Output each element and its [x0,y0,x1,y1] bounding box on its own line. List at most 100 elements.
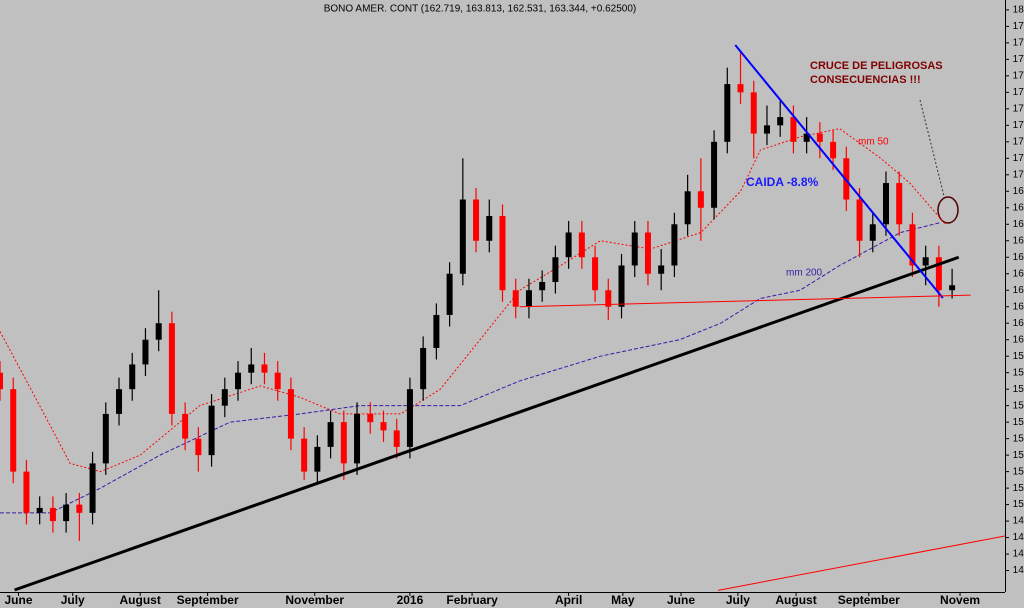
x-tick-label: April [555,593,582,607]
y-tick-label: 176 [1013,70,1024,81]
candle-body [949,285,956,291]
y-tick-label: 147 [1013,549,1024,560]
candle-body [658,265,665,274]
y-tick-label: 167 [1013,219,1024,230]
candle-body [49,507,56,522]
pointer [919,99,945,197]
y-tick-label: 162 [1013,301,1024,312]
candle-body [195,438,202,456]
candle-body [486,216,493,241]
candle-body [816,133,823,142]
plot [0,44,1005,592]
y-tick-label: 159 [1013,351,1024,362]
candle-body [155,323,162,340]
candle-body [208,405,215,456]
candle-body [63,504,70,522]
candle-body [499,216,506,291]
y-tick-label: 166 [1013,235,1024,246]
candle-body [168,323,175,414]
x-tick-label: September [838,593,900,607]
chart-title: BONO AMER. CONT (162.719, 163.813, 162.5… [324,4,637,15]
candle-body [76,504,83,513]
candle-body [261,364,268,373]
candle-body [763,125,770,134]
candle-body [856,199,863,241]
y-tick-label: 164 [1013,268,1024,279]
x-tick-label: Novem [940,593,980,607]
candle-body [896,183,903,225]
candle-body [922,257,929,266]
candle-body [380,422,387,431]
candle-body [935,257,942,291]
y-tick-label: 172 [1013,136,1024,147]
x-tick-label: November [285,593,344,607]
candle-body [565,232,572,258]
moving-average [0,222,941,514]
highlight-circle [937,196,959,224]
x-tick-label: August [775,593,816,607]
y-tick-label: 156 [1013,400,1024,411]
candle-body [393,430,400,447]
candle-body [525,290,532,307]
y-tick-label: 178 [1013,38,1024,49]
x-tick-label: September [177,593,239,607]
candle-body [909,224,916,266]
x-tick-label: August [120,593,161,607]
candle-body [882,183,889,225]
y-tick-label: 173 [1013,120,1024,131]
y-tick-label: 168 [1013,202,1024,213]
candle-body [459,199,466,274]
y-tick-label: 177 [1013,54,1024,65]
x-tick-label: July [61,593,85,607]
candle-body [129,364,136,390]
candle-body [552,257,559,282]
candle-body [287,389,294,439]
candle-body [724,84,731,142]
candle-body [406,389,413,447]
candle-body [644,232,651,274]
candle-body [697,191,704,208]
candle-body [367,413,374,423]
candle-body [102,413,109,464]
y-tick-label: 155 [1013,417,1024,428]
y-tick-label: 153 [1013,450,1024,461]
candle-body [512,290,519,307]
x-tick-label: July [726,593,750,607]
candle-body [327,422,334,447]
overlay-label: mm 200 [786,268,823,279]
x-tick-label: June [5,593,33,607]
y-tick-label: 170 [1013,169,1024,180]
candle-body [618,265,625,307]
y-tick-label: 165 [1013,252,1024,263]
y-tick-label: 161 [1013,318,1024,329]
y-tick-label: 146 [1013,565,1024,576]
candle-body [248,364,255,373]
candle-body [605,290,612,307]
x-tick-label: June [667,593,695,607]
candle-body [750,92,757,134]
y-tick-label: 160 [1013,334,1024,345]
candle-body [354,413,361,464]
y-tick-label: 174 [1013,103,1024,114]
candle-body [301,438,308,472]
candle-body [869,224,876,241]
candle-body [473,199,480,241]
candle-body [737,84,744,93]
candle-body [420,347,427,390]
candle-body [274,372,281,390]
trendline [734,44,944,299]
x-tick-label: 2016 [397,593,424,607]
candle-body [433,314,440,348]
candle-body [116,389,123,414]
candle-body [142,339,149,365]
candle-body [0,372,3,390]
y-tick-label: 151 [1013,483,1024,494]
x-tick-label: May [611,593,635,607]
annotation: CAIDA -8.8% [746,175,819,189]
overlay-label: mm 50 [858,137,889,148]
y-tick-label: 157 [1013,384,1024,395]
candle-body [446,273,453,315]
